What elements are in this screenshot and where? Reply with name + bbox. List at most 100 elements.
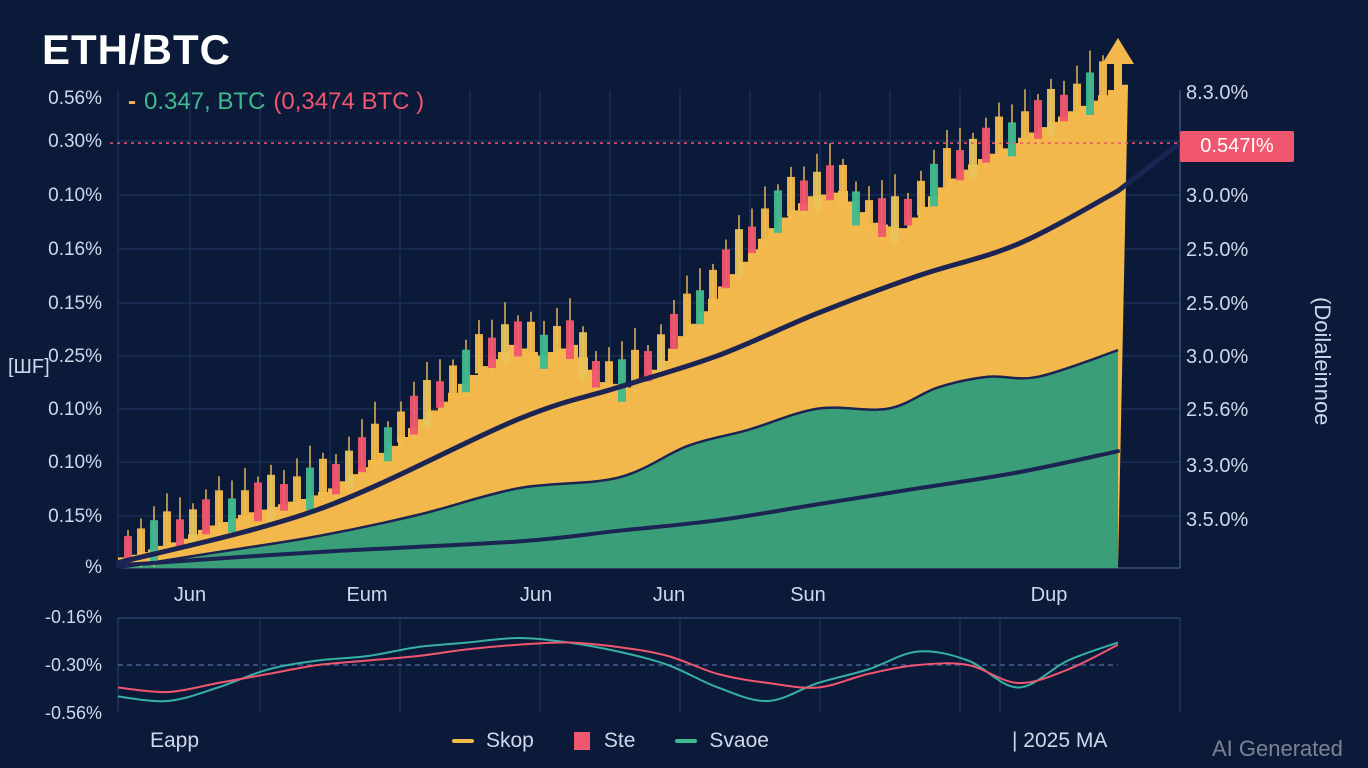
arrow-head xyxy=(1102,38,1134,64)
candlestick xyxy=(462,349,470,393)
oscillator-line xyxy=(117,636,1119,703)
candlestick xyxy=(384,427,392,462)
candlestick xyxy=(956,150,964,181)
candlestick xyxy=(488,337,496,368)
x-tick: Sun xyxy=(790,584,826,606)
y-tick-left: 0.10% xyxy=(48,399,102,420)
footer-label: Eapp xyxy=(150,729,200,752)
candlestick xyxy=(709,269,717,301)
candlestick xyxy=(293,476,301,511)
candlestick xyxy=(163,511,171,551)
y-axis-label-right: (Doilaleinnoe xyxy=(1310,297,1335,426)
candlestick xyxy=(787,176,795,217)
candlestick xyxy=(358,437,366,473)
candlestick xyxy=(124,536,132,563)
y-tick-right: 2.5.0% xyxy=(1186,239,1249,261)
candlestick xyxy=(813,171,821,211)
legend-label: Ste xyxy=(603,729,636,752)
candlestick xyxy=(878,198,886,237)
candlestick xyxy=(826,165,834,201)
candlestick xyxy=(644,351,652,382)
y-tick-left: 0.10% xyxy=(48,452,102,473)
candlestick xyxy=(735,229,743,276)
footer-date: | 2025 MA xyxy=(1012,729,1108,752)
candlestick xyxy=(566,320,574,360)
candlesticks xyxy=(124,50,1107,567)
candlestick xyxy=(800,180,808,211)
legend-item-svaoe[interactable]: Svaoe xyxy=(675,729,769,753)
legend-label: Skop xyxy=(486,729,534,752)
candlestick xyxy=(1073,83,1081,119)
area-svaoe-edge xyxy=(117,349,1119,570)
quote-price: 0.347, BTC xyxy=(144,88,266,115)
candlestick xyxy=(371,423,379,467)
candlestick xyxy=(761,208,769,243)
candlestick xyxy=(306,467,314,511)
legend-item-skop[interactable]: Skop xyxy=(452,729,534,753)
y-axis-label-left: [ШF] xyxy=(8,356,50,378)
y-tick-right: 3.0.0% xyxy=(1186,346,1249,368)
y-tick-right: 3.0.0% xyxy=(1186,185,1249,207)
candlestick xyxy=(1047,88,1055,136)
y-tick-right: 8.3.0% xyxy=(1186,82,1249,104)
y-tick-left: 0.16% xyxy=(48,239,102,260)
candlestick xyxy=(254,482,262,522)
candlestick xyxy=(345,450,353,489)
candlestick xyxy=(696,290,704,325)
candlestick xyxy=(1008,122,1016,157)
candlestick xyxy=(514,321,522,357)
y-tick-left: 0.30% xyxy=(48,131,102,152)
moving-average-extension xyxy=(1116,141,1182,193)
y-tick-right: 3.5.0% xyxy=(1186,509,1249,531)
candlestick xyxy=(969,138,977,178)
candlestick xyxy=(150,520,158,563)
candlestick xyxy=(670,313,678,350)
candlestick xyxy=(579,332,587,379)
candlestick xyxy=(410,395,418,435)
arrow-shaft xyxy=(1114,58,1122,94)
candlestick xyxy=(1060,94,1068,122)
candlestick xyxy=(1099,61,1107,101)
candlestick xyxy=(1086,72,1094,115)
price-quote: -0.347, BTC (0,3474 BTC ) xyxy=(128,88,424,116)
candlestick xyxy=(176,519,184,550)
x-tick: Jun xyxy=(652,584,686,606)
candlestick xyxy=(280,484,288,511)
candlestick xyxy=(553,325,561,357)
legend-item-ste[interactable]: Ste xyxy=(573,729,636,753)
x-tick: Eum xyxy=(346,584,388,606)
candlestick xyxy=(137,528,145,563)
candlestick xyxy=(332,464,340,495)
area-series xyxy=(117,84,1128,570)
candlestick xyxy=(683,293,691,337)
watermark: AI Generated xyxy=(1212,736,1343,761)
candlestick xyxy=(1021,111,1029,143)
candlestick xyxy=(267,474,275,522)
x-tick: Dup xyxy=(1030,584,1068,606)
candlestick xyxy=(475,334,483,374)
candlestick xyxy=(592,361,600,388)
candlestick xyxy=(930,163,938,207)
candlestick xyxy=(423,379,431,427)
candlestick xyxy=(1034,100,1042,139)
y-tick-left: 0.56% xyxy=(48,88,102,109)
candlestick xyxy=(436,381,444,408)
moving-average-line xyxy=(116,449,1120,568)
candlestick xyxy=(319,458,327,499)
candlestick xyxy=(618,359,626,402)
y-tick-left: 0.15% xyxy=(48,506,102,527)
oscillator-tick: -0.56% xyxy=(44,703,102,723)
oscillator-tick: -0.16% xyxy=(44,607,102,627)
candlestick xyxy=(904,198,912,226)
up-arrow-icon xyxy=(1102,38,1134,94)
legend-swatch xyxy=(452,739,474,743)
page-title: ETH/BTC xyxy=(42,26,231,73)
candlestick xyxy=(891,196,899,243)
candlestick xyxy=(982,127,990,163)
y-tick-left: 0.25% xyxy=(48,346,102,367)
candlestick xyxy=(722,249,730,289)
candlestick xyxy=(189,509,197,548)
candlestick xyxy=(852,191,860,226)
x-tick: Jun xyxy=(173,584,207,606)
